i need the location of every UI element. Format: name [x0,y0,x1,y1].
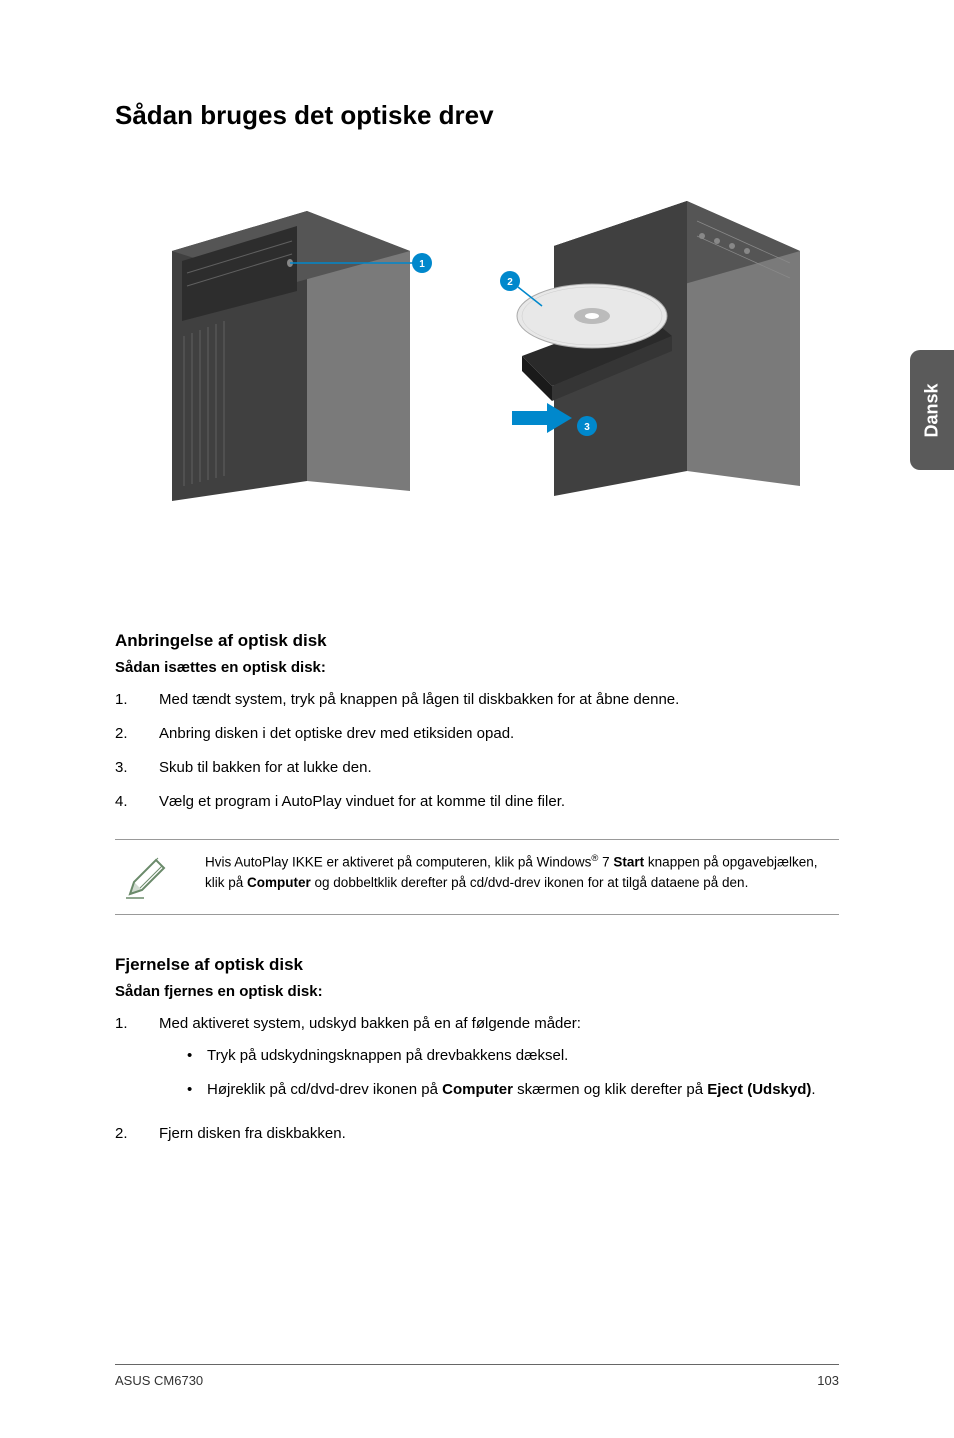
note-text: Hvis AutoPlay IKKE er aktiveret på compu… [205,852,839,902]
page-title: Sådan bruges det optiske drev [115,100,839,131]
illustration: 1 [115,171,839,531]
section1-steps: 1.Med tændt system, tryk på knappen på l… [115,688,839,814]
tower-closed: 1 [142,191,432,511]
step-text: Med tændt system, tryk på knappen på låg… [159,688,839,712]
badge-1: 1 [419,259,425,270]
step-num: 1. [115,1012,159,1112]
page-content: Sådan bruges det optiske drev [0,0,954,1146]
footer-right: 103 [817,1373,839,1388]
list-item: 1.Med tændt system, tryk på knappen på l… [115,688,839,712]
list-item: 3.Skub til bakken for at lukke den. [115,756,839,780]
list-item: 4.Vælg et program i AutoPlay vinduet for… [115,790,839,814]
section2-title: Fjernelse af optisk disk [115,955,839,975]
section1-subtitle: Sådan isættes en optisk disk: [115,659,839,676]
step-text: Vælg et program i AutoPlay vinduet for a… [159,790,839,814]
list-item: 2.Anbring disken i det optiske drev med … [115,722,839,746]
step-num: 3. [115,756,159,780]
section1-title: Anbringelse af optisk disk [115,631,839,651]
list-item: 1. Med aktiveret system, udskyd bakken p… [115,1012,839,1112]
tower-open: 2 3 [472,181,812,521]
section2-steps: 1. Med aktiveret system, udskyd bakken p… [115,1012,839,1146]
list-item: •Højreklik på cd/dvd-drev ikonen på Comp… [187,1078,839,1102]
pencil-icon [115,852,175,902]
footer-left: ASUS CM6730 [115,1373,203,1388]
step-text: Med aktiveret system, udskyd bakken på e… [159,1012,839,1112]
footer: ASUS CM6730 103 [115,1364,839,1388]
note-box: Hvis AutoPlay IKKE er aktiveret på compu… [115,839,839,915]
step-text: Fjern disken fra diskbakken. [159,1122,839,1146]
step-text: Anbring disken i det optiske drev med et… [159,722,839,746]
badge-3: 3 [584,422,590,433]
step-num: 2. [115,1122,159,1146]
badge-2: 2 [507,277,513,288]
step-num: 1. [115,688,159,712]
step-num: 2. [115,722,159,746]
bullet-list: •Tryk på udskydningsknappen på drevbakke… [159,1044,839,1102]
list-item: •Tryk på udskydningsknappen på drevbakke… [187,1044,839,1068]
step-text: Skub til bakken for at lukke den. [159,756,839,780]
step-num: 4. [115,790,159,814]
section2-subtitle: Sådan fjernes en optisk disk: [115,983,839,1000]
list-item: 2.Fjern disken fra diskbakken. [115,1122,839,1146]
